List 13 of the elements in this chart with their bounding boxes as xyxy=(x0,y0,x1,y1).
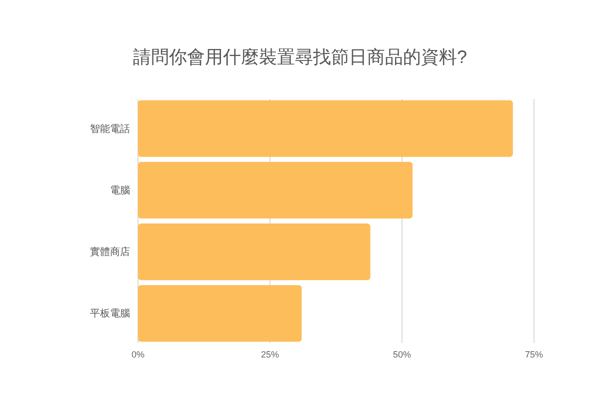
bar xyxy=(138,223,370,280)
bar xyxy=(138,100,513,157)
x-tick-label: 75% xyxy=(524,349,544,360)
chart-title: 請問你會用什麼裝置尋找節日商品的資料? xyxy=(132,47,468,67)
bar xyxy=(138,285,302,342)
y-tick-label: 實體商店 xyxy=(90,246,130,258)
y-tick-label: 電腦 xyxy=(110,184,130,196)
x-tick-label: 0% xyxy=(131,349,145,360)
y-tick-label: 智能電話 xyxy=(90,122,130,135)
x-tick-label: 50% xyxy=(392,349,412,360)
bar xyxy=(138,162,413,219)
x-tick-label: 25% xyxy=(260,349,280,360)
y-tick-label: 平板電腦 xyxy=(90,308,130,320)
